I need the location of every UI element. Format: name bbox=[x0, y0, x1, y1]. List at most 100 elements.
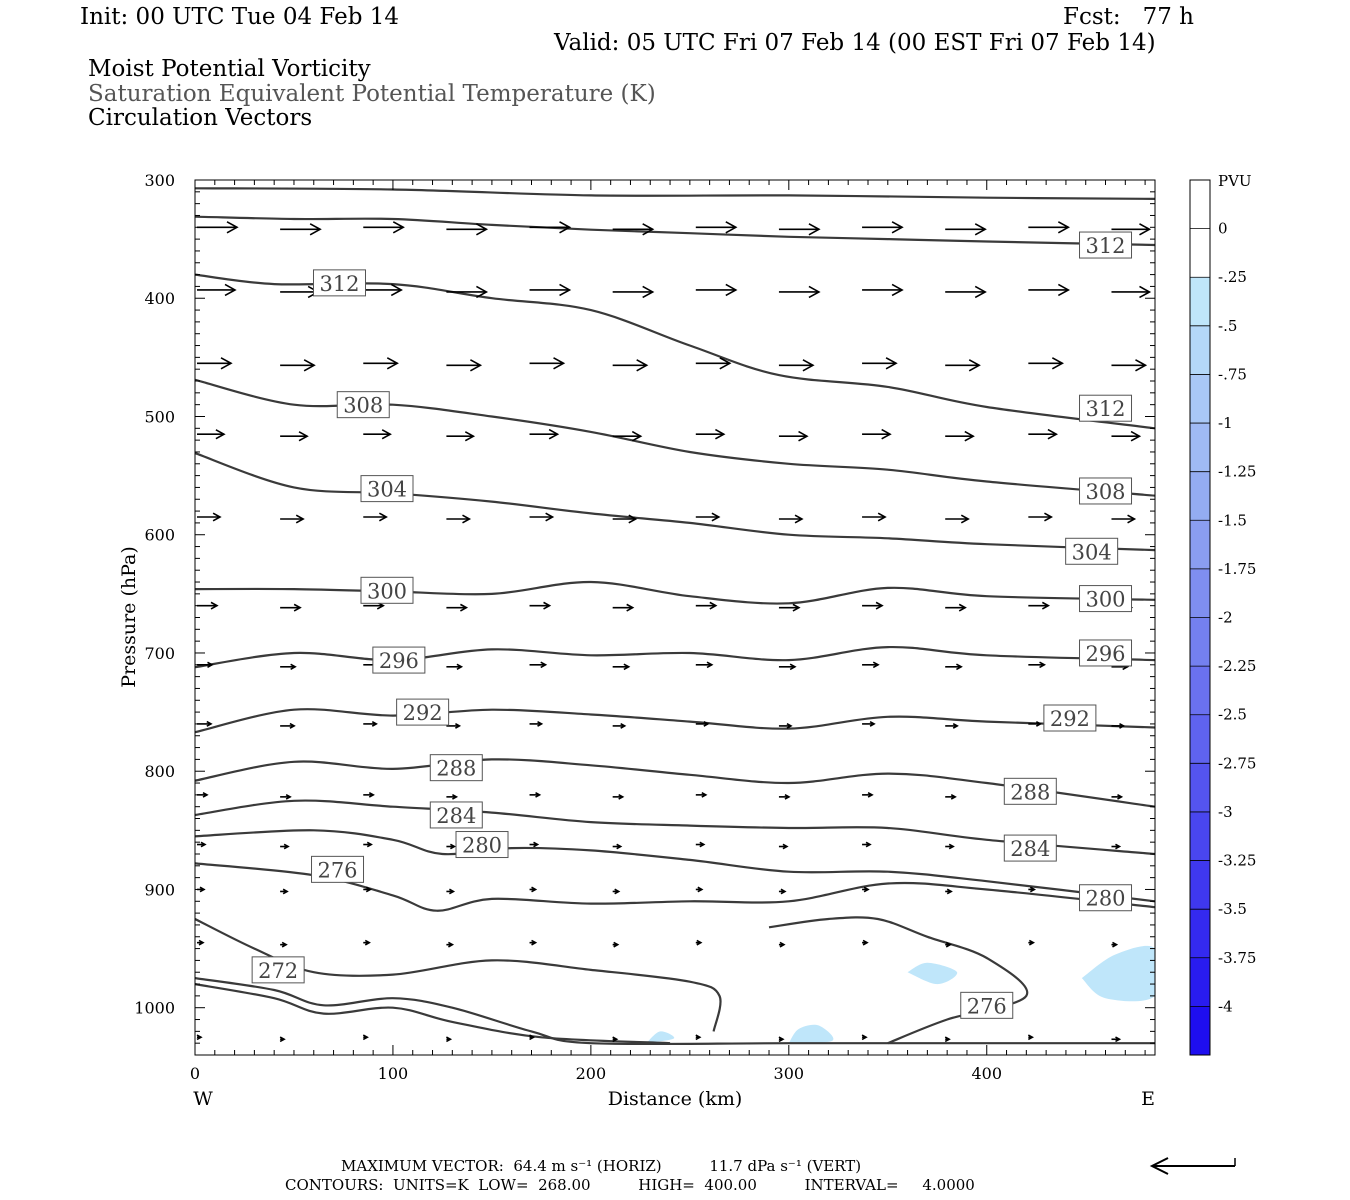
circulation-vector bbox=[529, 221, 572, 234]
circulation-vector bbox=[695, 221, 738, 234]
circulation-vector bbox=[945, 888, 953, 895]
pv-colorbar: 0 -.25 -.5 -.75 -1 -1.25 -1.5 -1.75 -2 -2.25 -2.5 -… bbox=[1189, 179, 1256, 1056]
circulation-vector bbox=[280, 888, 289, 895]
circulation-vector bbox=[1028, 428, 1059, 440]
circulation-vector bbox=[1028, 221, 1071, 234]
title-vectors: Circulation Vectors bbox=[88, 105, 313, 131]
theta-contour-312 bbox=[195, 215, 1155, 247]
contour-label-box bbox=[360, 475, 414, 503]
y-tick-label: 300 bbox=[144, 171, 175, 190]
colorbar-label: -1.25 bbox=[1218, 463, 1256, 481]
colorbar-segment bbox=[1190, 1006, 1210, 1056]
circulation-vector bbox=[612, 514, 638, 524]
circulation-vector bbox=[529, 661, 548, 669]
y-tick-label: 1000 bbox=[134, 999, 175, 1018]
circulation-vector bbox=[1111, 793, 1124, 800]
colorbar-label: -.25 bbox=[1218, 268, 1247, 286]
contour-label-box bbox=[1003, 834, 1057, 862]
circulation-vector bbox=[778, 285, 821, 299]
circulation-vector bbox=[862, 721, 876, 727]
valid-time: Valid: 05 UTC Fri 07 Feb 14 (00 EST Fri … bbox=[554, 30, 1156, 56]
circulation-vector bbox=[197, 357, 233, 370]
colorbar-segment bbox=[1190, 811, 1210, 862]
pv-shade-region-4 bbox=[1081, 945, 1155, 1002]
circulation-vector bbox=[862, 357, 898, 370]
circulation-vector bbox=[362, 1034, 369, 1041]
reference-vector bbox=[1149, 1157, 1236, 1175]
circulation-vector bbox=[446, 941, 455, 948]
circulation-vector bbox=[862, 428, 892, 440]
y-tick-label: 800 bbox=[144, 762, 175, 781]
circulation-vector bbox=[945, 223, 987, 236]
circulation-vector bbox=[197, 601, 219, 610]
circulation-vector bbox=[446, 888, 456, 895]
circulation-vector bbox=[945, 430, 975, 442]
circulation-vector bbox=[695, 512, 721, 522]
contour-label-296: 296 bbox=[1085, 642, 1125, 666]
circulation-vector bbox=[446, 285, 489, 299]
theta-contour-288 bbox=[195, 758, 1155, 808]
circulation-vector bbox=[529, 939, 538, 946]
circulation-vector bbox=[446, 843, 457, 850]
circulation-vector bbox=[1111, 723, 1126, 729]
circulation-vector bbox=[778, 603, 801, 612]
east-label: E bbox=[1141, 1088, 1155, 1110]
colorbar-label: -.75 bbox=[1218, 365, 1247, 383]
colorbar-segment bbox=[1190, 860, 1210, 910]
circulation-vector bbox=[695, 1034, 702, 1041]
circulation-vector bbox=[529, 886, 538, 893]
colorbar-label: -1.75 bbox=[1218, 560, 1256, 578]
x-tick-label: 300 bbox=[774, 1064, 805, 1083]
colorbar-label: -1.5 bbox=[1218, 511, 1247, 529]
colorbar-label: -3.5 bbox=[1218, 900, 1247, 918]
circulation-vector bbox=[945, 663, 963, 671]
circulation-vector bbox=[695, 939, 703, 946]
colorbar-label: -2.5 bbox=[1218, 706, 1247, 724]
circulation-vector bbox=[1028, 886, 1037, 893]
circulation-vector bbox=[1027, 1034, 1035, 1041]
contour-label-308: 308 bbox=[1085, 480, 1125, 504]
circulation-vector bbox=[945, 793, 957, 800]
circulation-vector bbox=[695, 721, 710, 727]
circulation-vector bbox=[862, 939, 869, 946]
pv-shading-layer bbox=[383, 919, 1155, 1050]
colorbar-segment bbox=[1190, 714, 1210, 764]
contour-label-292: 292 bbox=[1050, 707, 1090, 731]
contour-label-box bbox=[455, 831, 509, 859]
circulation-vector bbox=[778, 793, 791, 800]
circulation-vector bbox=[1111, 514, 1137, 524]
contour-info-note: CONTOURS: UNITS=K LOW= 268.00 HIGH= 400.… bbox=[285, 1176, 975, 1194]
contour-label-box bbox=[336, 391, 390, 419]
contour-label-layer: 312 312 312 308 308 304 304 300 300 296 296 292 292 2… bbox=[251, 231, 1133, 1019]
circulation-vector bbox=[778, 663, 797, 671]
circulation-vector bbox=[612, 603, 635, 612]
contour-label-box bbox=[396, 698, 450, 726]
circulation-vector bbox=[1028, 661, 1047, 669]
contour-label-box bbox=[1079, 585, 1133, 613]
circulation-vector bbox=[1028, 357, 1065, 370]
colorbar-segment bbox=[1190, 277, 1210, 327]
x-tick-label: 200 bbox=[576, 1064, 607, 1083]
circulation-vector bbox=[280, 793, 292, 800]
circulation-vector bbox=[197, 841, 207, 848]
circulation-vector bbox=[279, 1036, 286, 1043]
circulation-vector bbox=[945, 941, 952, 948]
contour-label-304: 304 bbox=[1072, 540, 1112, 564]
circulation-vector bbox=[280, 941, 288, 948]
axis-ticks: 300 400 500 600 700 800 900 1000 0 100 200 300 400 bbox=[134, 171, 1155, 1083]
colorbar-segment bbox=[1190, 228, 1210, 278]
circulation-vector bbox=[778, 941, 786, 948]
circulation-vector bbox=[612, 843, 623, 850]
colorbar-segment bbox=[1190, 180, 1210, 230]
y-tick-label: 400 bbox=[144, 289, 175, 308]
colorbar-segment bbox=[1190, 666, 1210, 716]
colorbar-label: -2.25 bbox=[1218, 657, 1256, 675]
circulation-vector bbox=[363, 939, 371, 946]
circulation-vector bbox=[446, 514, 472, 524]
pv-shade-region-3 bbox=[907, 962, 958, 985]
colorbar-label: -2 bbox=[1218, 609, 1233, 627]
circulation-vector bbox=[612, 359, 649, 372]
x-axis-title: Distance (km) bbox=[608, 1088, 743, 1110]
west-label: W bbox=[193, 1088, 213, 1110]
circulation-vector bbox=[529, 428, 560, 440]
